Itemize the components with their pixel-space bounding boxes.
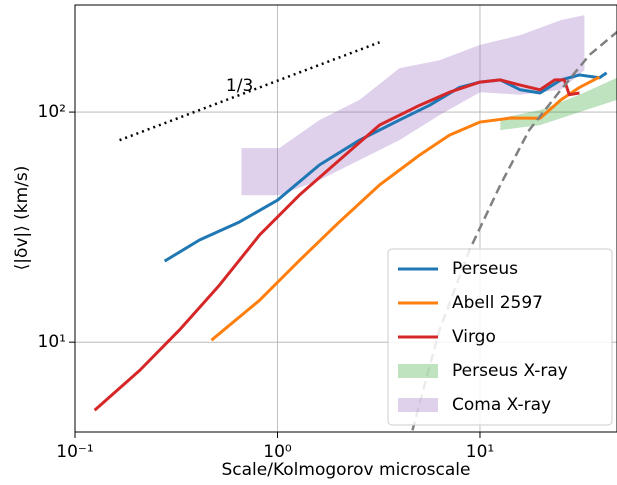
y-axis-label: ⟨|δv|⟩ (km/s) [12, 166, 32, 271]
band [241, 15, 585, 196]
x-tick-label: 10⁻¹ [56, 442, 93, 462]
y-tick-label: 10² [38, 102, 66, 122]
x-axis-label: Scale/Kolmogorov microscale [222, 460, 471, 480]
x-tick-label: 10¹ [466, 442, 494, 462]
line [119, 41, 380, 142]
legend-swatch [398, 398, 438, 412]
legend-box [387, 248, 613, 426]
legend-swatch [398, 364, 438, 378]
legend-label: Perseus X-ray [452, 361, 568, 381]
legend-label: Perseus [452, 259, 518, 279]
annotation: 1/3 [226, 76, 253, 96]
plot-frame [74, 4, 617, 433]
y-tick-label: 10¹ [38, 332, 66, 352]
line [93, 78, 580, 412]
legend-label: Abell 2597 [452, 293, 543, 313]
legend-label: Virgo [452, 327, 496, 347]
x-tick-label: 10⁰ [263, 442, 292, 462]
legend-label: Coma X-ray [452, 395, 551, 415]
line [210, 75, 601, 342]
